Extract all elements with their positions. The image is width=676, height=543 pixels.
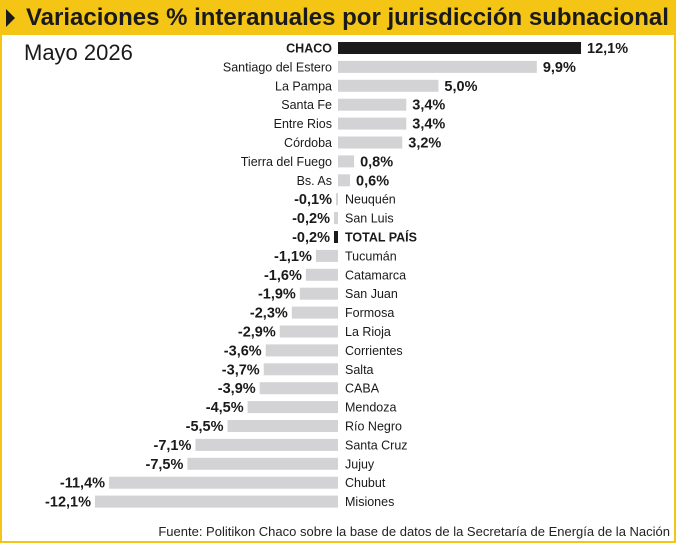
value-label: -1,6% — [264, 268, 302, 284]
bar-6 — [338, 136, 403, 149]
value-label: 0,6% — [356, 173, 389, 189]
bar-18 — [263, 363, 338, 376]
bar-17 — [265, 344, 338, 357]
category-label: CABA — [345, 382, 380, 396]
category-label: Chubut — [345, 476, 386, 490]
category-label: Entre Rios — [274, 117, 332, 131]
bar-24 — [109, 476, 338, 489]
value-label: -4,5% — [206, 400, 244, 416]
value-label: -0,2% — [292, 230, 330, 246]
value-label: -0,2% — [292, 211, 330, 227]
value-label: 9,9% — [543, 60, 576, 76]
bar-19 — [259, 382, 338, 395]
title-arrow-icon — [6, 9, 15, 27]
category-label: Catamarca — [345, 268, 406, 282]
bar-10 — [333, 212, 338, 225]
category-label: Santa Fe — [281, 98, 332, 112]
bar-3 — [338, 79, 439, 92]
bar-25 — [95, 495, 338, 508]
chart-subtitle: Mayo 2026 — [24, 40, 133, 65]
category-label: Salta — [345, 363, 374, 377]
bar-5 — [338, 117, 407, 130]
value-label: 3,2% — [408, 136, 441, 152]
title-bar: Variaciones % interanuales por jurisdicc… — [0, 0, 676, 35]
category-label: CHACO — [286, 42, 332, 56]
bar-12 — [315, 249, 338, 262]
category-label: San Juan — [345, 287, 398, 301]
bar-7 — [338, 155, 355, 168]
category-label: Formosa — [345, 306, 394, 320]
bar-13 — [305, 268, 338, 281]
value-label: -5,5% — [186, 419, 224, 435]
category-label: Tierra del Fuego — [241, 155, 332, 169]
value-label: 3,4% — [412, 117, 445, 133]
value-label: -3,7% — [222, 362, 260, 378]
category-label: TOTAL PAÍS — [345, 230, 417, 245]
category-label: Bs. As — [297, 174, 332, 188]
bar-8 — [338, 174, 351, 187]
bar-4 — [338, 98, 407, 111]
bar-23 — [187, 457, 338, 470]
category-label: Corrientes — [345, 344, 403, 358]
category-label: Río Negro — [345, 420, 402, 434]
bar-20 — [247, 401, 338, 414]
category-label: Jujuy — [345, 457, 375, 471]
source-note: Fuente: Politikon Chaco sobre la base de… — [158, 524, 670, 539]
value-label: -1,1% — [274, 249, 312, 265]
value-label: -0,1% — [294, 192, 332, 208]
category-label: Misiones — [345, 495, 394, 509]
value-label: -2,9% — [238, 325, 276, 341]
bar-16 — [279, 325, 338, 338]
category-label: La Rioja — [345, 325, 391, 339]
value-label: 3,4% — [412, 98, 445, 114]
category-label: San Luis — [345, 212, 394, 226]
category-label: Córdoba — [284, 136, 332, 150]
value-label: 12,1% — [587, 41, 628, 57]
value-label: -12,1% — [45, 495, 91, 511]
category-label: Neuquén — [345, 193, 396, 207]
value-label: 0,8% — [360, 154, 393, 170]
bar-22 — [195, 438, 338, 451]
value-label: -7,5% — [145, 457, 183, 473]
value-label: -11,4% — [60, 476, 105, 492]
category-label: La Pampa — [275, 79, 332, 93]
bar-9 — [335, 193, 338, 206]
value-label: -7,1% — [154, 438, 192, 454]
value-label: -1,9% — [258, 287, 296, 303]
bar-2 — [338, 60, 537, 73]
value-label: -2,3% — [250, 306, 288, 322]
chart-title: Variaciones % interanuales por jurisdicc… — [26, 4, 669, 31]
category-label: Santiago del Estero — [223, 60, 332, 74]
category-label: Mendoza — [345, 401, 396, 415]
value-label: -3,6% — [224, 343, 262, 359]
bar-11 — [333, 231, 338, 243]
bar-14 — [299, 287, 338, 300]
bar-1 — [338, 42, 581, 54]
bar-15 — [291, 306, 338, 319]
value-label: -3,9% — [218, 381, 256, 397]
value-label: 5,0% — [444, 79, 477, 95]
category-label: Tucumán — [345, 249, 397, 263]
bar-21 — [227, 420, 338, 432]
category-label: Santa Cruz — [345, 438, 408, 452]
